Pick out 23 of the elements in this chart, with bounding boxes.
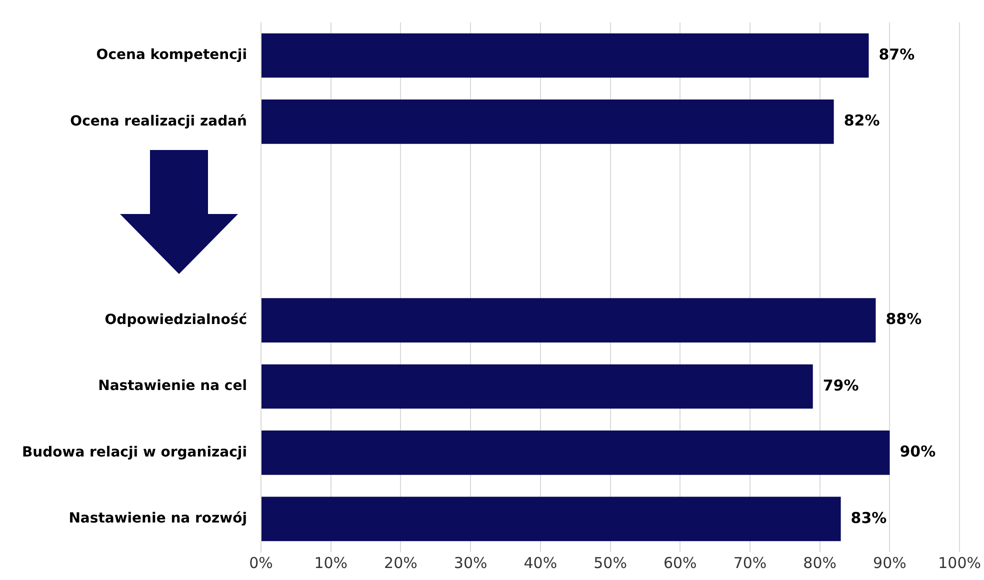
- x-tick-label: 70%: [733, 554, 767, 572]
- x-tick-label: 40%: [524, 554, 558, 572]
- x-tick-label: 90%: [873, 554, 906, 572]
- y-tick-label: Odpowiedzialność: [104, 312, 248, 328]
- x-tick-label: 60%: [663, 554, 697, 572]
- data-label: 88%: [886, 310, 922, 328]
- y-tick-label: Nastawienie na rozwój: [68, 510, 248, 527]
- x-tick-label: 30%: [454, 554, 488, 572]
- x-tick-label: 50%: [594, 554, 627, 572]
- x-tick-label: 20%: [384, 554, 418, 572]
- data-label: 82%: [844, 112, 880, 130]
- data-label: 79%: [822, 376, 859, 394]
- y-tick-label: Budowa relacji w organizacji: [22, 444, 248, 460]
- data-label: 90%: [900, 442, 936, 461]
- data-label: 87%: [878, 45, 915, 64]
- x-tick-label: 80%: [803, 554, 837, 572]
- x-tick-label: 100%: [938, 554, 982, 572]
- y-tick-label: Ocena kompetencji: [96, 47, 248, 64]
- x-tick-label: 0%: [249, 554, 273, 572]
- x-tick-label: 10%: [314, 554, 348, 572]
- y-tick-label: Nastawienie na cel: [98, 378, 248, 394]
- data-label: 83%: [850, 508, 887, 527]
- y-tick-label: Ocena realizacji zadań: [70, 113, 248, 130]
